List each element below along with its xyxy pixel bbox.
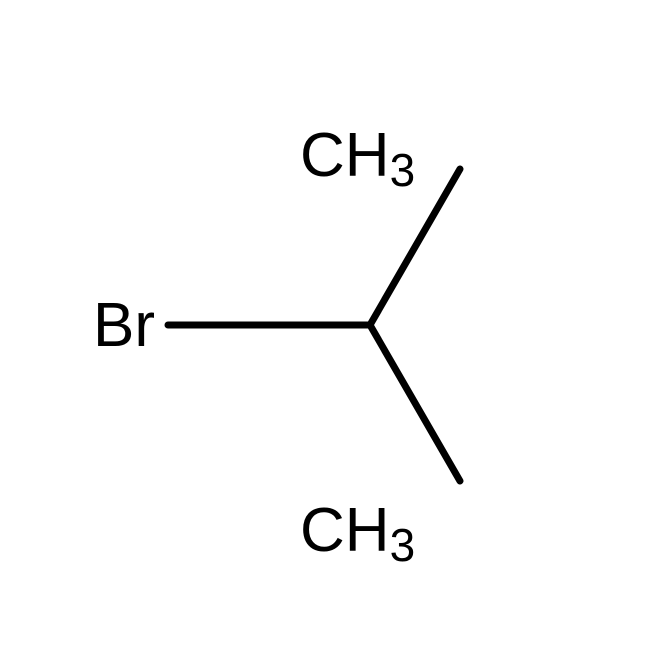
bond bbox=[370, 325, 460, 481]
chemical-structure-diagram: Br CH3 CH3 bbox=[0, 0, 650, 650]
atom-label-CH3_bot: CH3 bbox=[300, 496, 415, 571]
atom-label-CH3_top: CH3 bbox=[300, 121, 415, 196]
atom-label-Br: Br bbox=[93, 291, 155, 360]
